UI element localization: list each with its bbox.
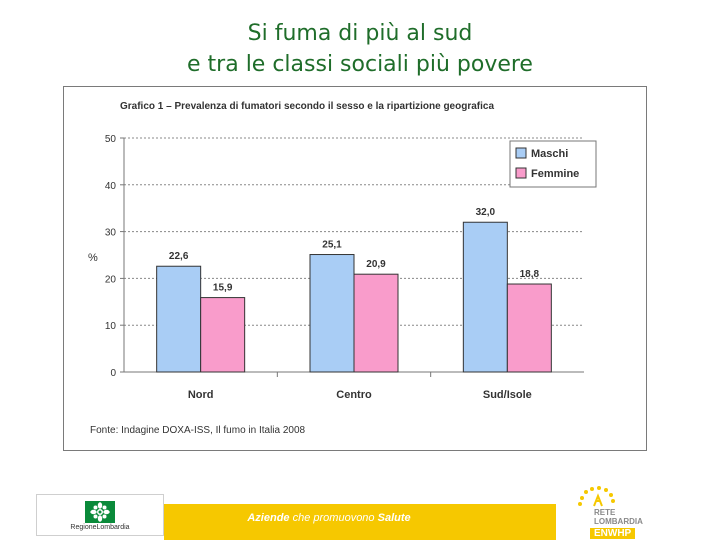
footer-words-middle: che promuovono <box>289 512 378 524</box>
bar-femmine <box>353 273 399 373</box>
bar-femmine <box>200 297 246 373</box>
y-tick-label: 30 <box>105 228 117 239</box>
slide-title-line-2: e tra le classi sociali più povere <box>187 52 533 77</box>
data-label: 15,9 <box>213 283 233 294</box>
chart-title: Grafico 1 – Prevalenza di fumatori secon… <box>120 101 494 112</box>
legend-swatch <box>515 147 527 159</box>
lombardia-text: LOMBARDIA <box>594 517 643 526</box>
footer-tagline: Aziende che promuovono Salute <box>164 512 494 524</box>
x-tick-label: Nord <box>188 389 214 401</box>
footer-word-salute: Salute <box>377 512 411 524</box>
regione-lombardia-text: RegioneLombardia <box>70 524 130 531</box>
data-label: 22,6 <box>169 251 189 262</box>
y-tick-label: 10 <box>105 321 117 332</box>
stars-ring-icon <box>578 486 615 507</box>
lombardia-rose-icon <box>85 501 115 523</box>
rete-text: RETE <box>594 508 616 517</box>
rete-lombardia-logo: RETE LOMBARDIA ENWHP <box>566 482 686 540</box>
slide-title: Si fuma di più al sud e tra le classi so… <box>0 18 720 80</box>
chart-source: Fonte: Indagine DOXA-ISS, Il fumo in Ita… <box>90 425 306 436</box>
y-tick-label: 50 <box>105 134 117 145</box>
x-tick-label: Sud/Isole <box>483 389 532 401</box>
footer-word-aziende: Aziende <box>247 512 290 524</box>
legend-label: Femmine <box>531 168 579 180</box>
legend-label: Maschi <box>531 148 568 160</box>
bar-maschi <box>462 221 508 373</box>
legend-swatch <box>515 167 527 179</box>
regione-lombardia-logo: RegioneLombardia <box>36 494 164 536</box>
y-tick-label: 0 <box>110 368 116 379</box>
chart-frame: Grafico 1 – Prevalenza di fumatori secon… <box>63 86 647 451</box>
y-axis-label: % <box>88 252 98 264</box>
data-label: 18,8 <box>520 269 540 280</box>
bar-maschi <box>156 265 202 373</box>
data-label: 32,0 <box>476 207 496 218</box>
enwhp-text: ENWHP <box>590 528 636 539</box>
slide-title-line-1: Si fuma di più al sud <box>247 21 473 46</box>
data-label: 25,1 <box>322 240 342 251</box>
x-tick-label: Centro <box>336 389 372 401</box>
y-tick-label: 40 <box>105 181 117 192</box>
bar-femmine <box>506 283 552 373</box>
bar-maschi <box>309 254 355 373</box>
data-label: 20,9 <box>366 259 386 270</box>
bar-chart: Grafico 1 – Prevalenza di fumatori secon… <box>88 101 597 436</box>
y-tick-label: 20 <box>105 274 117 285</box>
footer-bar: Aziende che promuovono Salute <box>164 504 556 540</box>
